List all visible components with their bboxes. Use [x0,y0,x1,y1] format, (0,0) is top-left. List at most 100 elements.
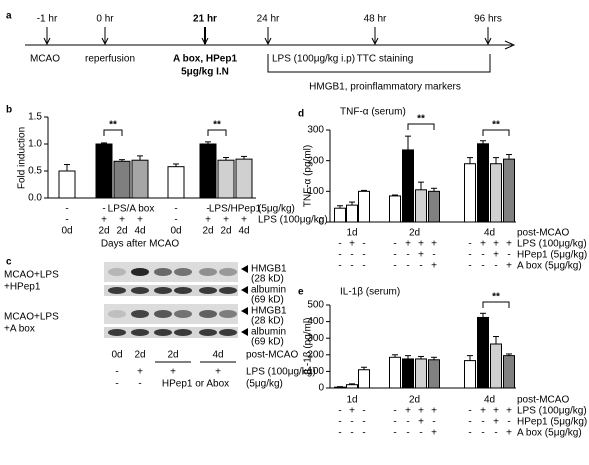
bar [477,316,489,389]
condition-cell: + [405,239,411,250]
x-axis-label: Days after MCAO [101,239,180,250]
span-label: HMGB1, proinflammatory markers [309,82,461,93]
y-tick-label: 0.0 [28,193,42,204]
time-label: -1 hr [37,14,58,25]
condition-cell: 2d [167,350,178,361]
blot-band [131,287,149,294]
y-tick-label: 0 [318,383,324,394]
chart-title: IL-1β (serum) [340,287,400,298]
condition-cell: + [119,215,125,226]
condition-cell: + [480,406,486,417]
event-label: LPS (100μg/kg i.p) [272,54,355,65]
blot-band [219,268,237,276]
row-label: A box (5μg/kg) [517,261,582,272]
significance-label: ** [492,292,500,303]
condition-cell: + [431,406,437,417]
time-label: 0 hr [96,14,114,25]
y-tick-label: 0 [318,217,324,228]
condition-cell: 0d [111,350,122,361]
condition-cell: 2d [134,350,145,361]
condition-cell: - [362,239,365,250]
band-size: (28 kD) [251,274,284,285]
bar [95,143,113,199]
condition-cell: + [405,406,411,417]
blot-band [108,310,126,318]
blot-band [131,310,149,318]
blot-band [174,310,192,318]
panel-letter: e [298,287,304,298]
bar [415,189,427,223]
condition-cell: - [206,204,209,215]
condition-cell: - [494,428,497,439]
condition-cell: - [468,428,471,439]
condition-cell: - [338,428,341,439]
band-size: (69 kD) [251,295,284,306]
condition-cell: - [432,250,435,261]
bar [464,163,476,223]
condition-cell: 4d [134,226,145,237]
significance-label: ** [492,120,500,131]
y-tick-label: 300 [307,125,324,136]
condition-cell: + [101,215,107,226]
time-axis-arrow [504,40,516,50]
y-tick-label: 0.5 [28,166,42,177]
band-size: (28 kD) [251,316,284,327]
blot-band [199,268,217,276]
y-tick-label: 300 [307,333,324,344]
condition-cell: + [137,367,143,378]
condition-cell: - [406,250,409,261]
row-label: post-MCAO [246,350,298,361]
time-arrowhead [484,37,492,46]
blot-band [108,329,126,336]
condition-cell: LPS/A box [108,204,155,215]
time-label: 96 hrs [474,14,502,25]
row-label: (5μg/kg) [258,204,295,215]
band-arrow [241,286,248,294]
band-arrow [241,328,248,336]
blot-band [174,268,192,276]
condition-cell: - [350,250,353,261]
condition-cell: - [362,428,365,439]
significance-bracket [482,301,510,308]
condition-cell: 2d [409,228,420,239]
condition-cell: - [102,204,105,215]
y-axis-label: TNF-α (pg/ml) [303,145,314,207]
blot-band [154,310,172,318]
row-label: LPS (100μg/kg) [258,215,328,226]
panel-letter: b [6,105,12,116]
y-tick-label: 200 [307,155,324,166]
bar [428,359,440,389]
condition-cell: 1d [346,228,357,239]
bar [490,343,502,389]
blot-band [154,287,172,294]
bar [199,143,217,199]
event-label: TTC staining [357,54,414,65]
condition-cell: 2d [409,395,420,406]
condition-cell: 2d [98,226,109,237]
condition-cell: 2d [220,226,231,237]
sample-label: +A box [4,324,35,335]
condition-cell: - [115,367,118,378]
condition-cell: + [137,215,143,226]
time-arrowhead [201,37,209,46]
bar [358,369,370,389]
bar [167,166,185,199]
bar [402,149,414,223]
row-label: LPS (100μg/kg) [246,367,316,378]
condition-cell: + [349,406,355,417]
bar [415,358,427,389]
condition-cell: - [481,417,484,428]
blot-band [154,268,172,276]
y-tick-label: 1.5 [28,112,42,123]
condition-cell: - [65,215,68,226]
time-arrowhead [371,37,379,46]
condition-cell: - [350,428,353,439]
row-label: LPS (100μg/kg) [517,406,587,417]
blot-band [199,329,217,336]
band-name: albumin [251,285,286,296]
blot-band [154,329,172,336]
blot-band [174,287,192,294]
condition-cell: - [338,239,341,250]
bar [113,160,131,199]
